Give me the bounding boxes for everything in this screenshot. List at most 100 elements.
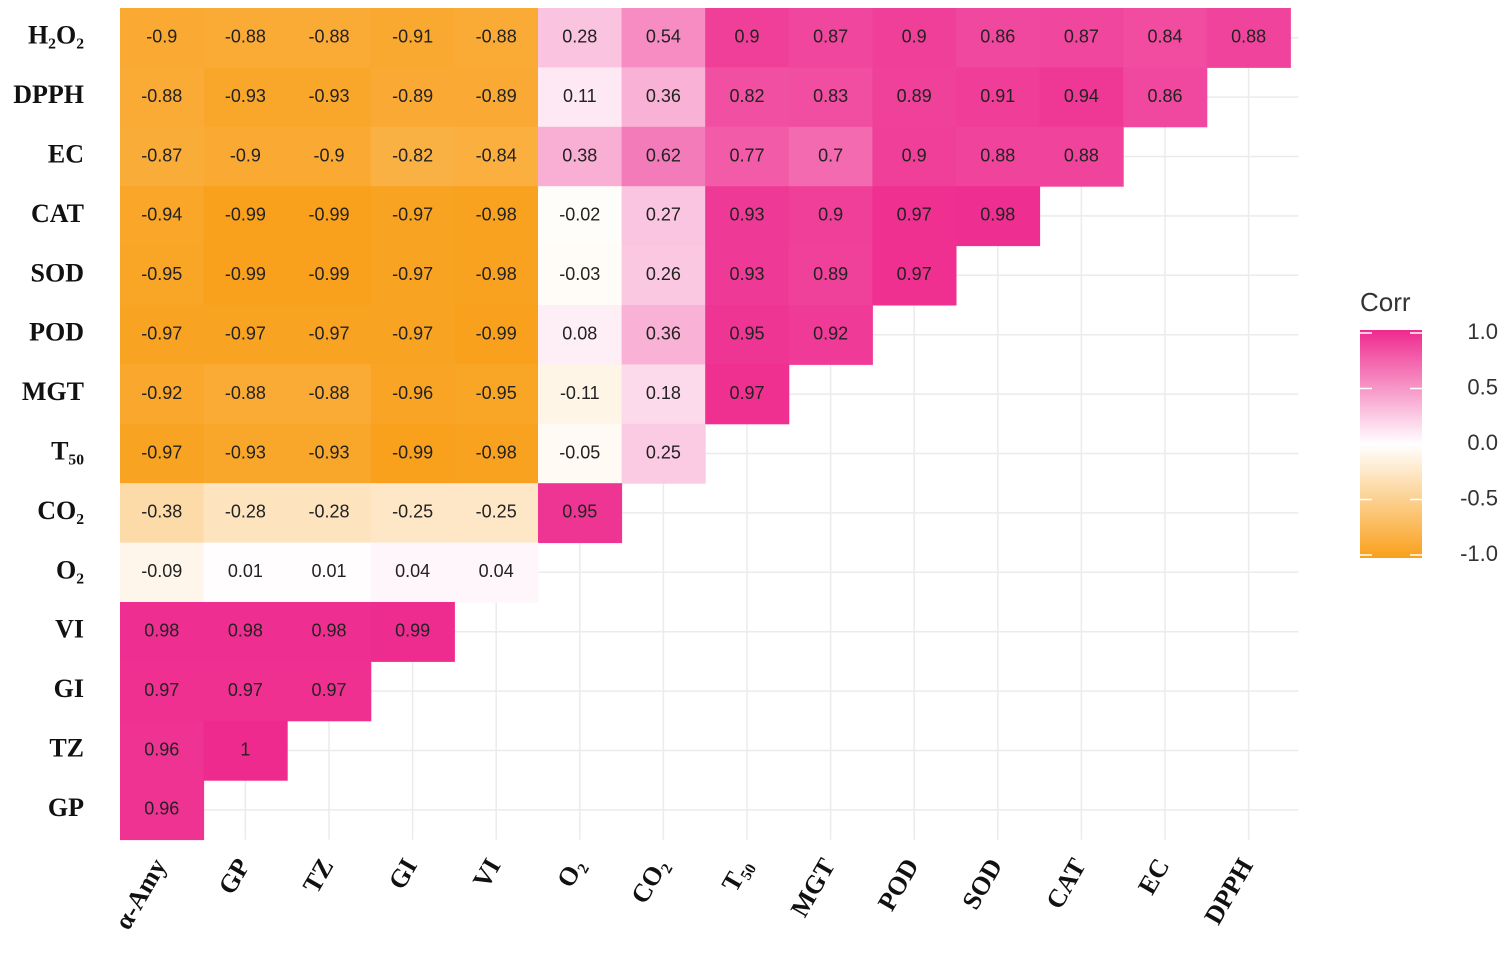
cell-label: -0.95	[476, 383, 517, 403]
cell-label: -0.88	[476, 26, 517, 46]
heatmap-cell	[538, 126, 623, 187]
row-label: MGT	[22, 377, 84, 406]
cell-label: 0.27	[646, 205, 681, 225]
heatmap-cell	[788, 305, 873, 365]
cell-label: 0.96	[144, 739, 179, 759]
column-label: α-Amy	[109, 853, 172, 934]
heatmap-cell	[287, 423, 372, 484]
cell-label: -0.98	[476, 442, 517, 462]
heatmap-cell	[287, 602, 372, 662]
cell-label: 0.98	[144, 620, 179, 640]
cell-label: -0.82	[392, 145, 433, 165]
heatmap-cell	[120, 602, 205, 662]
cell-label: -0.89	[476, 86, 517, 106]
heatmap-cell	[538, 67, 623, 128]
heatmap-cell	[203, 186, 288, 247]
cell-label: -0.9	[230, 145, 261, 165]
heatmap-cell	[621, 305, 706, 365]
cell-label: 0.9	[902, 145, 927, 165]
heatmap-cell	[120, 245, 205, 306]
heatmap-cell	[370, 126, 455, 187]
heatmap-cell	[621, 364, 706, 425]
row-label: O₂	[56, 555, 84, 584]
column-label: VI	[467, 853, 507, 893]
column-label: EC	[1132, 853, 1175, 899]
cell-label: -0.91	[392, 26, 433, 46]
heatmap-cell	[370, 305, 455, 365]
cell-label: 0.97	[897, 264, 932, 284]
heatmap-cell	[705, 305, 790, 365]
heatmap-cell	[788, 126, 873, 187]
cell-label: -0.97	[392, 323, 433, 343]
heatmap-cell	[203, 483, 288, 544]
row-label: POD	[29, 318, 84, 347]
cell-label: -0.93	[225, 86, 266, 106]
column-label: TZ	[297, 853, 339, 898]
heatmap-cell	[120, 305, 205, 365]
heatmap-cell	[705, 245, 790, 306]
column-label: DPPH	[1198, 853, 1258, 929]
legend-tick-label: -0.5	[1460, 485, 1498, 510]
cell-label: -0.89	[392, 86, 433, 106]
cell-label: 0.92	[813, 323, 848, 343]
legend-tick-label: 0.0	[1467, 430, 1498, 455]
cell-label: 0.86	[980, 26, 1015, 46]
column-label: T₅₀	[716, 853, 758, 896]
cell-label: -0.09	[141, 561, 182, 581]
heatmap-cell	[287, 364, 372, 425]
cell-label: -0.88	[225, 26, 266, 46]
heatmap-cell	[370, 67, 455, 128]
heatmap-cell	[1123, 8, 1208, 68]
heatmap-cell	[287, 661, 372, 722]
cell-label: -0.99	[225, 205, 266, 225]
cell-label: 0.01	[228, 561, 263, 581]
row-label: SOD	[31, 258, 84, 287]
cell-label: -0.9	[146, 26, 177, 46]
heatmap-cell	[454, 126, 539, 187]
cell-label: -0.02	[559, 205, 600, 225]
column-label: O₂	[551, 853, 590, 892]
cell-label: 0.98	[311, 620, 346, 640]
cell-label: -0.84	[476, 145, 517, 165]
heatmap-cell	[621, 67, 706, 128]
cell-label: -0.25	[476, 502, 517, 522]
heatmap-cell	[120, 483, 205, 544]
cell-label: 0.87	[813, 26, 848, 46]
row-label: T₅₀	[51, 436, 84, 465]
heatmap-cell	[872, 245, 957, 306]
heatmap-cell	[705, 364, 790, 425]
heatmap-cell	[621, 245, 706, 306]
column-label: CO₂	[625, 853, 674, 908]
cell-label: 1	[240, 739, 250, 759]
cell-label: -0.99	[476, 323, 517, 343]
cell-label: -0.93	[225, 442, 266, 462]
heatmap-cell	[370, 423, 455, 484]
cell-label: 0.97	[729, 383, 764, 403]
row-label: CAT	[31, 199, 84, 228]
heatmap-cell	[454, 186, 539, 247]
heatmap-cell	[120, 720, 205, 781]
cell-label: 0.97	[311, 680, 346, 700]
row-label: DPPH	[13, 80, 84, 109]
heatmap-cell	[370, 245, 455, 306]
heatmap-cell	[287, 8, 372, 68]
cell-label: 0.04	[395, 561, 430, 581]
cell-label: 0.9	[818, 205, 843, 225]
heatmap-cell	[956, 126, 1041, 187]
heatmap-cell	[872, 8, 957, 68]
heatmap-cell	[203, 423, 288, 484]
heatmap-cell	[454, 542, 539, 603]
column-label: GI	[383, 853, 423, 894]
heatmap-cell	[120, 186, 205, 247]
cell-label: -0.97	[308, 323, 349, 343]
heatmap-cell	[538, 245, 623, 306]
cell-label: 0.88	[1064, 145, 1099, 165]
heatmap-cell	[287, 483, 372, 544]
cell-label: -0.94	[141, 205, 182, 225]
cell-label: -0.88	[308, 26, 349, 46]
row-label: CO₂	[37, 496, 84, 525]
cell-label: -0.97	[392, 264, 433, 284]
cell-label: -0.98	[476, 264, 517, 284]
heatmap-cell	[621, 8, 706, 68]
heatmap-cell	[956, 8, 1041, 68]
